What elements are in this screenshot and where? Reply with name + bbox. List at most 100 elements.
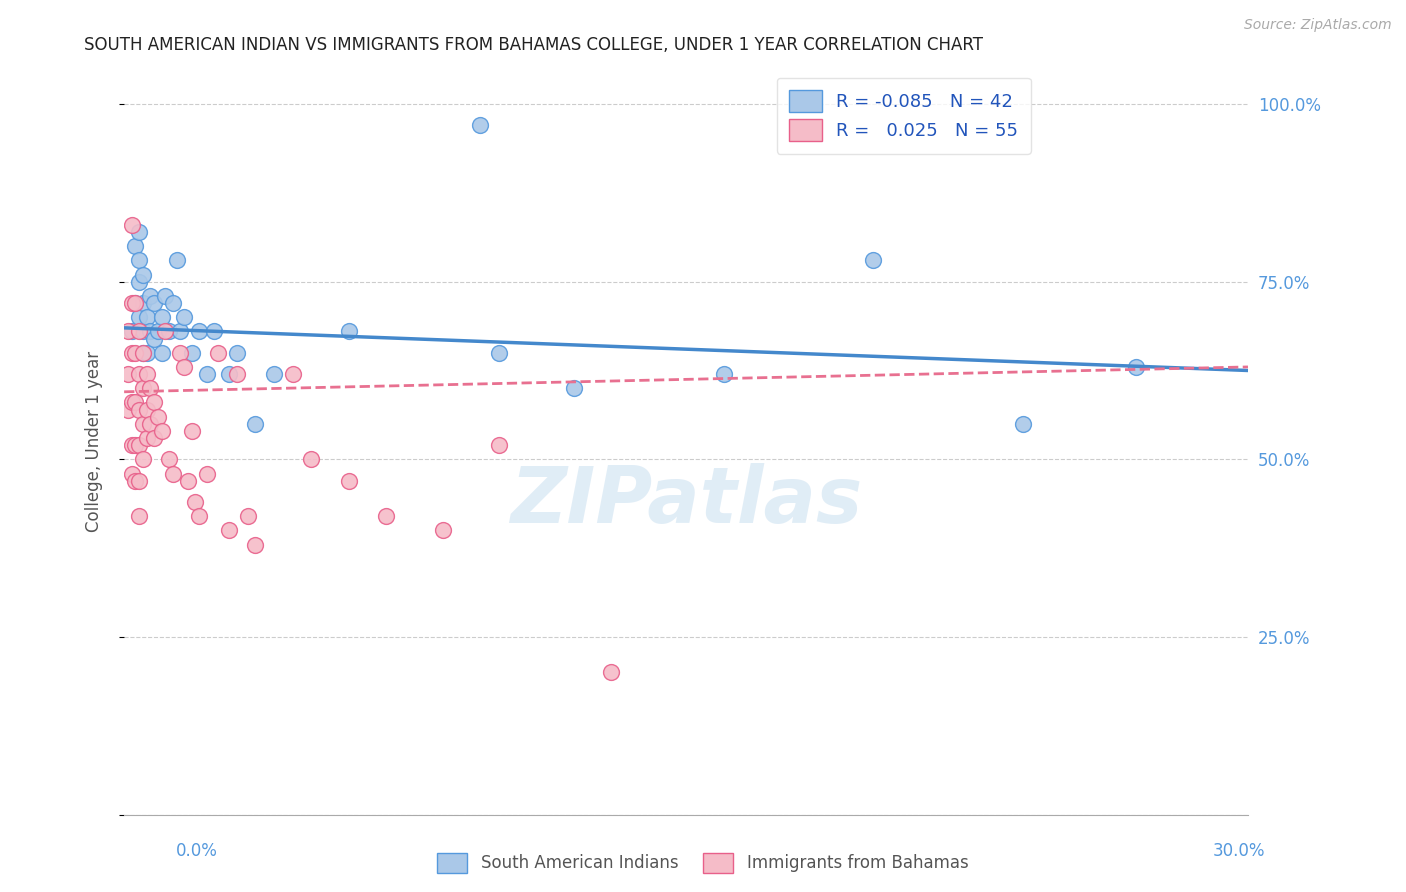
Point xyxy=(128,438,150,452)
Point xyxy=(488,438,510,452)
Point xyxy=(143,296,166,310)
Point xyxy=(169,345,191,359)
Point xyxy=(132,325,155,339)
Point xyxy=(143,395,166,409)
Point xyxy=(218,524,240,538)
Point xyxy=(375,509,398,524)
Point xyxy=(166,253,188,268)
Point xyxy=(155,325,177,339)
Point xyxy=(132,296,155,310)
Point xyxy=(1012,417,1035,431)
Point xyxy=(128,310,150,325)
Point xyxy=(177,474,200,488)
Point xyxy=(128,367,150,381)
Point xyxy=(124,296,146,310)
Point xyxy=(337,325,360,339)
Point xyxy=(562,381,585,395)
Point xyxy=(180,424,202,438)
Point xyxy=(121,395,143,409)
Point xyxy=(150,310,173,325)
Point xyxy=(135,310,157,325)
Point xyxy=(146,325,169,339)
Point xyxy=(162,296,184,310)
Text: Source: ZipAtlas.com: Source: ZipAtlas.com xyxy=(1244,18,1392,32)
Point xyxy=(139,417,162,431)
Point xyxy=(128,474,150,488)
Text: ZIPatlas: ZIPatlas xyxy=(510,463,862,540)
Point xyxy=(337,474,360,488)
Point xyxy=(135,402,157,417)
Point xyxy=(135,367,157,381)
Y-axis label: College, Under 1 year: College, Under 1 year xyxy=(86,351,103,533)
Point xyxy=(128,225,150,239)
Point xyxy=(188,509,211,524)
Point xyxy=(143,431,166,445)
Point xyxy=(124,474,146,488)
Point xyxy=(135,345,157,359)
Point xyxy=(169,325,191,339)
Point xyxy=(132,381,155,395)
Point xyxy=(157,325,180,339)
Point xyxy=(281,367,304,381)
Point xyxy=(132,268,155,282)
Point xyxy=(124,296,146,310)
Point xyxy=(128,509,150,524)
Point xyxy=(132,452,155,467)
Text: SOUTH AMERICAN INDIAN VS IMMIGRANTS FROM BAHAMAS COLLEGE, UNDER 1 YEAR CORRELATI: SOUTH AMERICAN INDIAN VS IMMIGRANTS FROM… xyxy=(84,36,983,54)
Point xyxy=(150,345,173,359)
Point xyxy=(139,381,162,395)
Point xyxy=(157,452,180,467)
Point xyxy=(139,289,162,303)
Point xyxy=(468,119,491,133)
Point xyxy=(218,367,240,381)
Point xyxy=(124,395,146,409)
Point xyxy=(207,345,229,359)
Text: 30.0%: 30.0% xyxy=(1213,842,1265,860)
Point xyxy=(117,402,139,417)
Point xyxy=(121,438,143,452)
Point xyxy=(245,537,267,551)
Point xyxy=(195,467,218,481)
Point xyxy=(195,367,218,381)
Legend: South American Indians, Immigrants from Bahamas: South American Indians, Immigrants from … xyxy=(430,847,976,880)
Point xyxy=(180,345,202,359)
Point xyxy=(236,509,259,524)
Point xyxy=(173,359,195,374)
Point xyxy=(132,417,155,431)
Point xyxy=(184,495,207,509)
Point xyxy=(713,367,735,381)
Point xyxy=(128,275,150,289)
Point xyxy=(121,218,143,232)
Point xyxy=(225,367,247,381)
Point xyxy=(225,345,247,359)
Point xyxy=(488,345,510,359)
Point xyxy=(121,345,143,359)
Point xyxy=(162,467,184,481)
Point xyxy=(1125,359,1147,374)
Legend: R = -0.085   N = 42, R =   0.025   N = 55: R = -0.085 N = 42, R = 0.025 N = 55 xyxy=(778,78,1031,154)
Point xyxy=(155,289,177,303)
Point xyxy=(600,665,623,680)
Point xyxy=(128,253,150,268)
Point xyxy=(188,325,211,339)
Point xyxy=(263,367,285,381)
Point xyxy=(245,417,267,431)
Point xyxy=(128,402,150,417)
Point xyxy=(124,438,146,452)
Text: 0.0%: 0.0% xyxy=(176,842,218,860)
Point xyxy=(132,345,155,359)
Point xyxy=(124,345,146,359)
Point xyxy=(128,325,150,339)
Point xyxy=(121,325,143,339)
Point xyxy=(121,296,143,310)
Point xyxy=(432,524,454,538)
Point xyxy=(146,409,169,424)
Point xyxy=(121,467,143,481)
Point xyxy=(117,367,139,381)
Point xyxy=(202,325,225,339)
Point xyxy=(124,239,146,253)
Point xyxy=(139,325,162,339)
Point xyxy=(173,310,195,325)
Point xyxy=(117,325,139,339)
Point xyxy=(862,253,884,268)
